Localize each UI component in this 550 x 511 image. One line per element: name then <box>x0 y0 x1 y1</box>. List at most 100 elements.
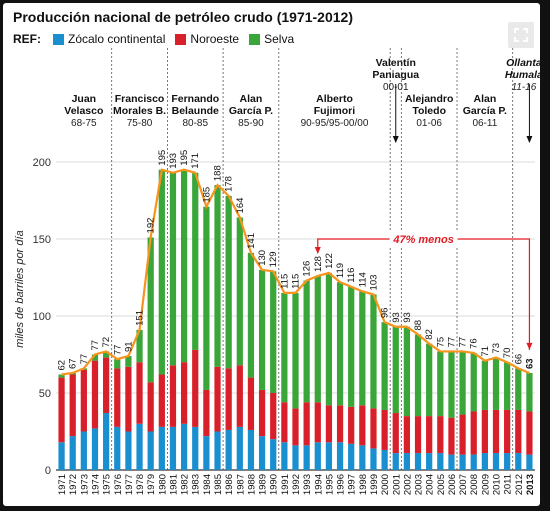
y-tick-label: 50 <box>39 388 51 400</box>
bar-segment <box>158 426 165 470</box>
chart-legend: REF: Zócalo continental Noroeste Selva <box>13 32 298 46</box>
bar-segment <box>69 374 76 437</box>
x-tick-label: 1979 <box>146 474 157 495</box>
y-tick-label: 200 <box>33 157 51 169</box>
bar-segment <box>448 417 455 455</box>
total-data-label: 119 <box>335 263 346 278</box>
bar-segment <box>136 362 143 424</box>
government-years: 11-16 <box>511 82 536 93</box>
bar-segment <box>180 362 188 424</box>
bar-segment <box>125 431 132 470</box>
government-name-line: Paniagua <box>372 69 419 81</box>
x-tick-label: 1988 <box>246 474 257 495</box>
bar-segment <box>203 389 210 437</box>
bar-segment <box>147 237 154 383</box>
bar-segment <box>392 326 399 414</box>
government-name: Alan García P. <box>463 93 507 117</box>
bar-segment <box>403 326 411 417</box>
bar-segment <box>448 351 455 418</box>
x-tick-label: 1990 <box>269 474 280 495</box>
bar-segment <box>292 445 299 470</box>
bar-segment <box>270 439 277 470</box>
x-tick-label: 2007 <box>458 474 469 495</box>
chart-title: Producción nacional de petróleo crudo (1… <box>13 9 353 25</box>
bar-segment <box>192 426 199 470</box>
x-tick-label: 1976 <box>113 474 124 495</box>
legend-swatch-noroeste <box>175 33 187 45</box>
bar-segment <box>370 294 377 409</box>
government-name-line: Fujimori <box>314 105 355 117</box>
bar-segment <box>481 409 488 454</box>
bar-segment <box>236 217 243 366</box>
x-tick-label: 2010 <box>492 474 503 495</box>
bar-segment <box>303 445 310 470</box>
bar-segment <box>80 369 87 432</box>
bar-segment <box>91 360 99 429</box>
total-data-label: 96 <box>380 308 391 319</box>
bar-segment <box>281 292 288 403</box>
x-tick-label: 2013 <box>525 474 536 495</box>
x-tick-label: 1989 <box>258 474 269 495</box>
x-tick-label: 1992 <box>291 474 302 495</box>
x-tick-label: 1981 <box>168 474 179 495</box>
bar-segment <box>225 429 232 470</box>
total-data-label: 171 <box>190 153 201 169</box>
total-data-label: 141 <box>246 233 257 249</box>
total-data-label: 116 <box>346 268 357 283</box>
bar-segment <box>336 282 344 406</box>
bar-segment <box>481 360 488 410</box>
bar-segment <box>403 453 411 470</box>
bar-segment <box>225 195 232 369</box>
total-data-label: 77 <box>79 354 90 365</box>
chart-card: Producción nacional de petróleo crudo (1… <box>3 3 540 506</box>
bar-segment <box>448 454 455 470</box>
bar-segment <box>470 411 477 455</box>
bar-segment <box>281 442 288 470</box>
total-data-label: 82 <box>424 329 435 340</box>
x-tick-label: 1987 <box>235 474 246 495</box>
y-axis-label: miles de barriles por día <box>14 230 26 347</box>
x-tick-label: 2008 <box>469 474 480 495</box>
government-years: 90-95/95-00/00 <box>301 118 369 129</box>
x-tick-label: 1974 <box>90 474 101 495</box>
total-data-label: 193 <box>168 153 179 169</box>
government-name: Juan Velasco <box>64 93 103 117</box>
government-name: Alberto Fujimori <box>314 93 355 117</box>
bar-segment <box>303 402 310 446</box>
x-tick-label: 1986 <box>224 474 235 495</box>
annotation-label-bg <box>389 232 458 246</box>
bar-segment <box>192 172 199 350</box>
bar-segment <box>169 172 177 366</box>
bar-segment <box>426 453 433 470</box>
bar-segment <box>270 271 277 393</box>
x-tick-label: 1973 <box>79 474 90 495</box>
bar-segment <box>147 431 154 470</box>
bar-segment <box>303 280 310 403</box>
bar-segment <box>270 393 277 440</box>
bar-segment <box>281 402 288 443</box>
x-tick-label: 2012 <box>514 474 525 495</box>
x-tick-label: 1997 <box>347 474 358 495</box>
x-tick-label: 1980 <box>157 474 168 495</box>
bar-segment <box>258 436 266 470</box>
government-years: 01-06 <box>416 118 442 129</box>
bar-segment <box>481 453 488 470</box>
bar-segment <box>114 368 121 427</box>
bar-segment <box>459 414 466 455</box>
x-tick-label: 2011 <box>503 474 514 494</box>
bar-segment <box>526 454 533 470</box>
x-tick-label: 1983 <box>191 474 202 495</box>
total-data-label: 73 <box>491 343 502 354</box>
bar-segment <box>492 409 500 454</box>
bar-segment <box>336 442 344 470</box>
government-name: Fernando Belaunde <box>171 93 219 117</box>
x-tick-label: 1972 <box>68 474 79 495</box>
bar-segment <box>169 426 177 470</box>
annotation-arrow-end <box>526 342 533 350</box>
x-tick-label: 1971 <box>57 474 68 495</box>
total-data-label: 122 <box>324 253 335 269</box>
expand-icon[interactable] <box>508 22 534 48</box>
bar-segment <box>381 449 388 470</box>
bar-segment <box>292 408 299 446</box>
bar-segment <box>225 368 232 430</box>
